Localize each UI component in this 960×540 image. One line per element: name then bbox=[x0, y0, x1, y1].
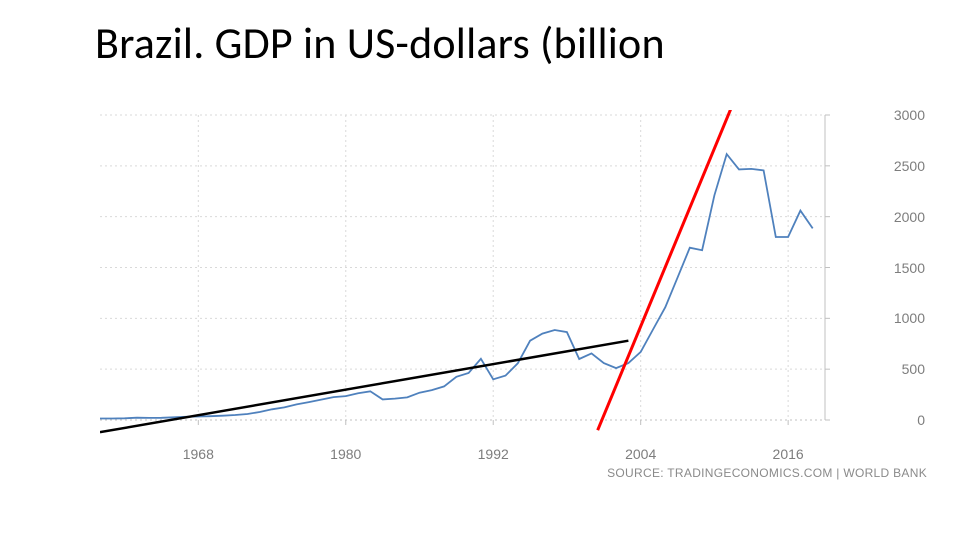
gdp-series-line bbox=[100, 154, 813, 418]
chart-svg bbox=[100, 110, 870, 440]
gdp-chart: 050010001500200025003000 196819801992200… bbox=[100, 110, 870, 440]
chart-axes bbox=[198, 115, 830, 425]
y-tick-label: 2500 bbox=[894, 158, 925, 174]
slide-title: Brazil. GDP in US-dollars (billion bbox=[95, 16, 665, 70]
x-tick-label: 2004 bbox=[625, 446, 656, 462]
y-tick-label: 0 bbox=[917, 412, 925, 428]
chart-source-text: SOURCE: TRADINGECONOMICS.COM | WORLD BAN… bbox=[607, 466, 927, 480]
slide-root: Brazil. GDP in US-dollars (billion 05001… bbox=[0, 0, 960, 540]
y-tick-label: 1500 bbox=[894, 260, 925, 276]
y-tick-label: 1000 bbox=[894, 310, 925, 326]
trend-line-red bbox=[598, 110, 745, 430]
x-tick-label: 1992 bbox=[478, 446, 509, 462]
x-tick-label: 2016 bbox=[773, 446, 804, 462]
x-tick-label: 1968 bbox=[183, 446, 214, 462]
y-tick-label: 500 bbox=[902, 361, 925, 377]
y-tick-label: 3000 bbox=[894, 107, 925, 123]
y-tick-label: 2000 bbox=[894, 209, 925, 225]
trend-line-black bbox=[100, 341, 628, 433]
x-tick-label: 1980 bbox=[330, 446, 361, 462]
